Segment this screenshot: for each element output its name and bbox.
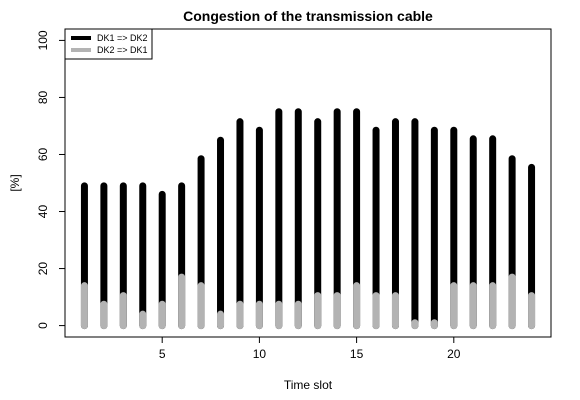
- legend-box: [64, 28, 153, 60]
- x-tick-label: 20: [447, 347, 461, 361]
- y-tick-label: 80: [36, 90, 50, 104]
- chart-title: Congestion of the transmission cable: [183, 8, 433, 24]
- axes: 5 10 15 20 0 20 40 60 80 100: [36, 30, 461, 361]
- legend: DK1 => DK2 DK2 => DK1: [64, 28, 153, 60]
- y-tick-label: 60: [36, 147, 50, 161]
- y-tick-label: 0: [36, 322, 50, 329]
- legend-label-dk2-dk1: DK2 => DK1: [97, 45, 148, 55]
- x-tick-label: 5: [159, 347, 166, 361]
- y-tick-label: 20: [36, 262, 50, 276]
- y-axis-label: [%]: [8, 174, 22, 191]
- legend-label-dk1-dk2: DK1 => DK2: [97, 33, 148, 43]
- x-tick-label: 15: [350, 347, 364, 361]
- y-tick-label: 100: [36, 30, 50, 50]
- x-axis-label: Time slot: [284, 378, 333, 392]
- x-tick-label: 10: [253, 347, 267, 361]
- y-tick-label: 40: [36, 205, 50, 219]
- bars: [80, 108, 536, 330]
- plot-frame: [64, 28, 552, 338]
